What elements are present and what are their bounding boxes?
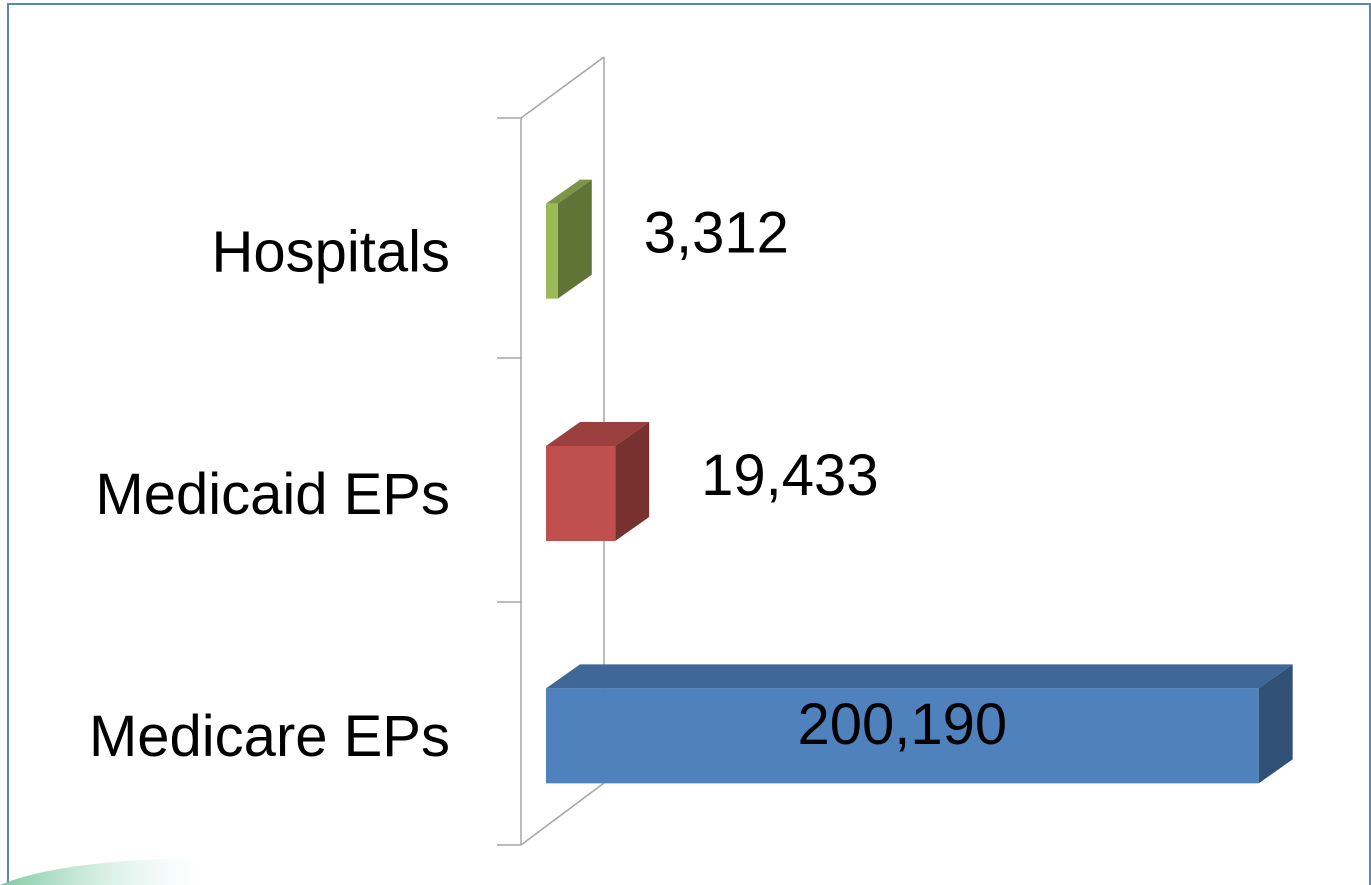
data-label: 3,312: [644, 200, 789, 265]
bar: [546, 446, 616, 541]
bar-side: [557, 179, 592, 299]
bar-top: [546, 422, 650, 446]
decoration: [0, 858, 200, 885]
y-tick-label: Hospitals: [211, 219, 450, 284]
y-tick-label: Medicaid EPs: [95, 462, 450, 527]
bar-side: [615, 422, 650, 541]
bar: [546, 688, 1259, 784]
back-wall: [497, 56, 605, 846]
frame: [7, 3, 1371, 885]
bar-top: [546, 179, 592, 204]
data-label: 19,433: [701, 443, 878, 508]
bar-side: [1258, 664, 1293, 784]
data-label: 200,190: [798, 692, 1008, 757]
bar-top: [546, 664, 1293, 689]
y-tick-label: Medicare EPs: [89, 704, 450, 769]
bar: [546, 203, 558, 299]
